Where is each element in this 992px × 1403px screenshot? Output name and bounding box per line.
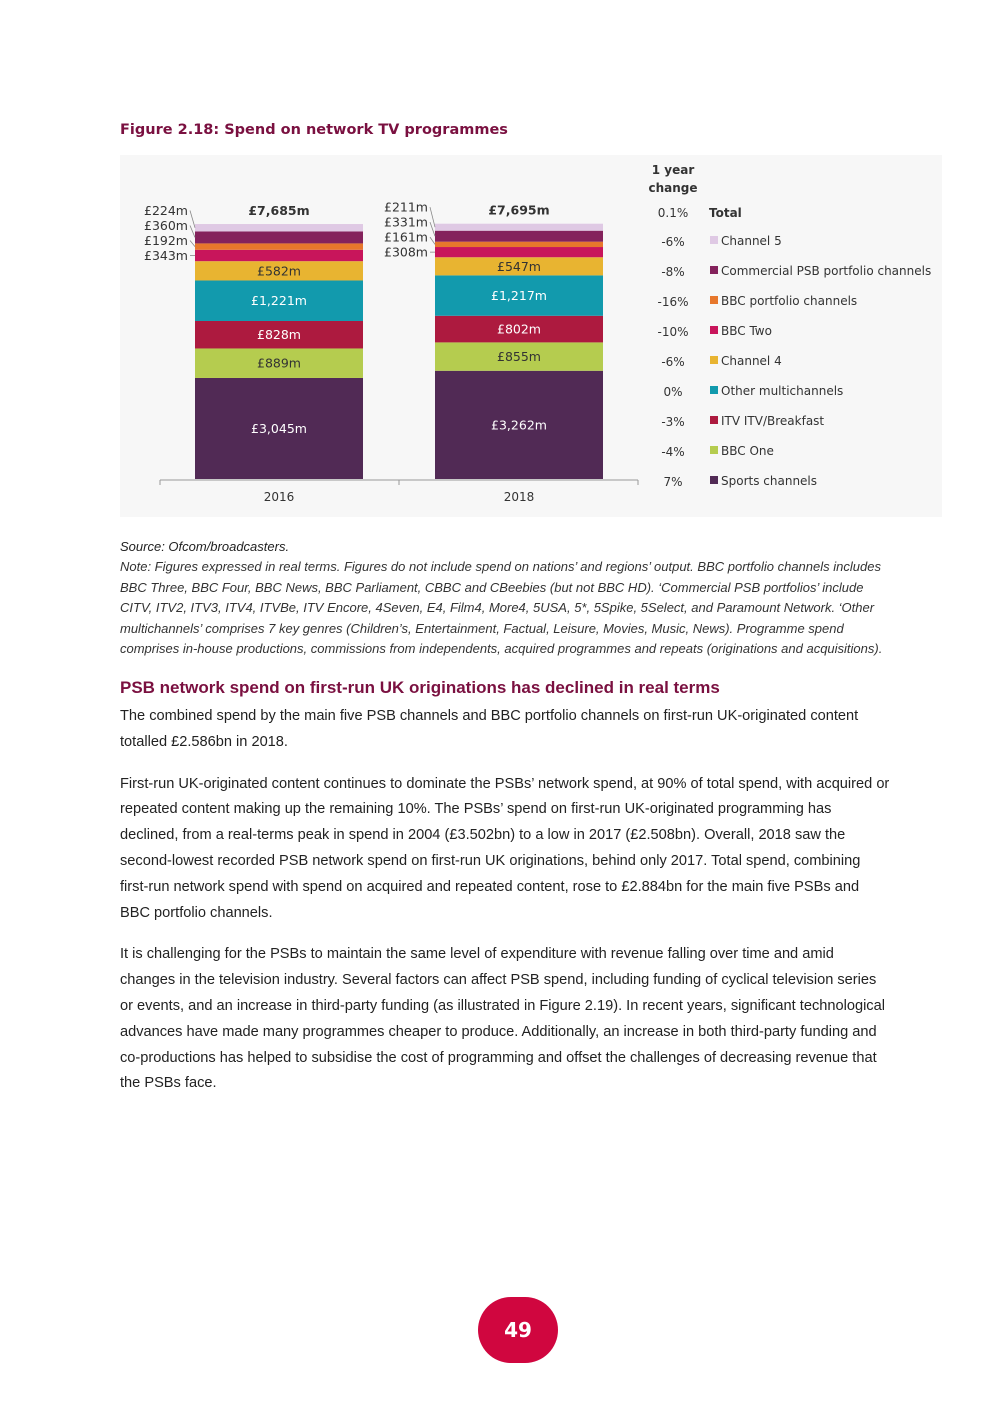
legend-label: Channel 5 xyxy=(721,234,782,248)
data-label: £161m xyxy=(384,230,428,245)
legend-swatch xyxy=(710,416,718,424)
change-value: 7% xyxy=(663,475,682,489)
total-change: 0.1% xyxy=(658,206,689,220)
change-header: change xyxy=(648,181,697,195)
legend-label: Commercial PSB portfolio channels xyxy=(721,264,931,278)
data-label: £224m xyxy=(144,203,188,218)
chart-note: Note: Figures expressed in real terms. F… xyxy=(120,559,883,657)
bar-segment-bbc-one xyxy=(435,342,603,371)
bar-segment-itv-itv-breakfast xyxy=(435,315,603,343)
total-label: £7,695m xyxy=(488,203,549,218)
legend-swatch xyxy=(710,446,718,454)
paragraph: First-run UK-originated content continue… xyxy=(120,775,890,921)
bar-segment-sports-channels xyxy=(195,377,363,479)
bar-segment-bbc-portfolio-channels xyxy=(195,243,363,250)
data-label: £192m xyxy=(144,233,188,248)
bar-segment-commercial-psb-portfolio-channels xyxy=(195,231,363,244)
leader-line xyxy=(429,236,436,245)
data-label: £1,217m xyxy=(491,288,547,303)
legend-total: Total xyxy=(709,206,742,220)
leader-line xyxy=(189,225,196,238)
bar-segment-other-multichannels xyxy=(195,280,363,321)
section-heading: PSB network spend on first-run UK origin… xyxy=(120,677,720,697)
data-label: £1,221m xyxy=(251,293,307,308)
change-value: -6% xyxy=(661,235,684,249)
bar-segment-channel-4 xyxy=(195,261,363,281)
change-value: -10% xyxy=(657,325,688,339)
data-label: £802m xyxy=(497,322,541,337)
change-value: -3% xyxy=(661,415,684,429)
legend-swatch xyxy=(710,266,718,274)
change-value: -4% xyxy=(661,445,684,459)
figure-title: Figure 2.18: Spend on network TV program… xyxy=(120,122,508,138)
legend-swatch xyxy=(710,296,718,304)
text-column: Source: Ofcom/broadcasters. Note: Figure… xyxy=(120,537,890,1113)
bar-segment-bbc-two xyxy=(195,249,363,262)
legend-label: BBC One xyxy=(721,444,774,458)
data-label: £360m xyxy=(144,218,188,233)
bar-segment-channel-5 xyxy=(195,224,363,232)
data-label: £3,262m xyxy=(491,417,547,432)
bar-segment-itv-itv-breakfast xyxy=(195,320,363,349)
x-tick-label: 2018 xyxy=(504,490,535,504)
legend-label: Sports channels xyxy=(721,474,817,488)
data-label: £331m xyxy=(384,215,428,230)
change-value: -16% xyxy=(657,295,688,309)
leader-line xyxy=(429,222,436,237)
legend-label: Other multichannels xyxy=(721,384,843,398)
x-tick-label: 2016 xyxy=(264,490,295,504)
change-value: -6% xyxy=(661,355,684,369)
legend-label: BBC Two xyxy=(721,324,772,338)
bar-segment-channel-4 xyxy=(435,257,603,276)
bar-segment-bbc-portfolio-channels xyxy=(435,241,603,248)
data-label: £855m xyxy=(497,349,541,364)
legend-label: Channel 4 xyxy=(721,354,782,368)
bar-segment-bbc-two xyxy=(435,247,603,258)
legend-label: BBC portfolio channels xyxy=(721,294,857,308)
leader-line xyxy=(189,210,196,228)
page-number: 49 xyxy=(478,1297,558,1363)
legend-swatch xyxy=(710,326,718,334)
legend-swatch xyxy=(710,476,718,484)
data-label: £308m xyxy=(384,245,428,260)
data-label: £828m xyxy=(257,327,301,342)
data-label: £343m xyxy=(144,248,188,263)
bar-segment-sports-channels xyxy=(435,370,603,479)
paragraph: It is challenging for the PSBs to mainta… xyxy=(120,946,885,1092)
data-label: £889m xyxy=(257,356,301,371)
bar-segment-commercial-psb-portfolio-channels xyxy=(435,230,603,242)
legend-swatch xyxy=(710,356,718,364)
paragraph: The combined spend by the main five PSB … xyxy=(120,707,859,750)
legend-swatch xyxy=(710,236,718,244)
data-label: £211m xyxy=(384,200,428,215)
bar-segment-other-multichannels xyxy=(435,275,603,316)
bar-segment-bbc-one xyxy=(195,348,363,378)
data-label: £3,045m xyxy=(251,421,307,436)
bar-segment-channel-5 xyxy=(435,223,603,231)
change-value: 0% xyxy=(663,385,682,399)
stacked-bar-chart: £3,045m£889m£828m£1,221m£582m£343m£192m£… xyxy=(144,163,931,504)
legend-swatch xyxy=(710,386,718,394)
leader-line xyxy=(189,240,196,247)
legend-label: ITV ITV/Breakfast xyxy=(721,414,824,428)
data-label: £547m xyxy=(497,259,541,274)
total-label: £7,685m xyxy=(248,203,309,218)
change-header: 1 year xyxy=(652,163,695,177)
change-value: -8% xyxy=(661,265,684,279)
data-label: £582m xyxy=(257,263,301,278)
chart-source: Source: Ofcom/broadcasters. xyxy=(120,539,290,554)
leader-line xyxy=(429,207,436,228)
